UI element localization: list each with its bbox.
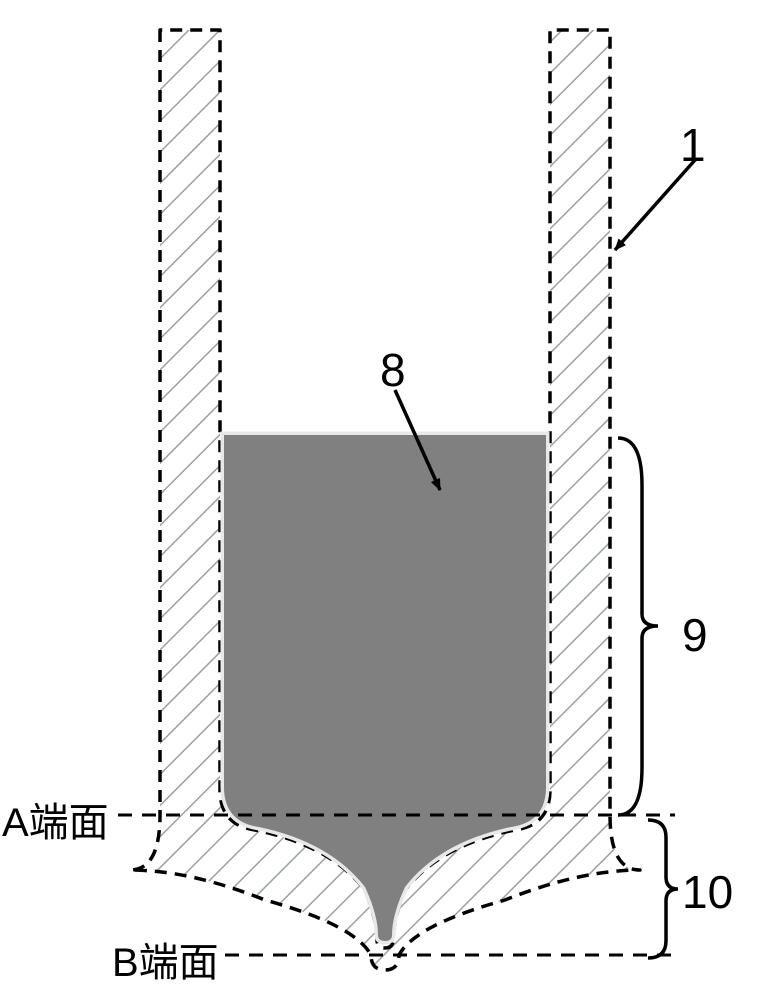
label-melt-8: 8 [380, 343, 406, 397]
diagram-canvas: 1 8 9 10 A端面 B端面 [0, 0, 771, 1000]
label-face-b: B端面 [112, 930, 219, 988]
dimension-braces [618, 438, 678, 958]
label-crucible-1: 1 [680, 118, 706, 172]
diagram-svg [0, 0, 771, 1000]
label-face-a: A端面 [2, 790, 109, 848]
label-region-10: 10 [682, 865, 733, 919]
label-region-9: 9 [682, 608, 708, 662]
